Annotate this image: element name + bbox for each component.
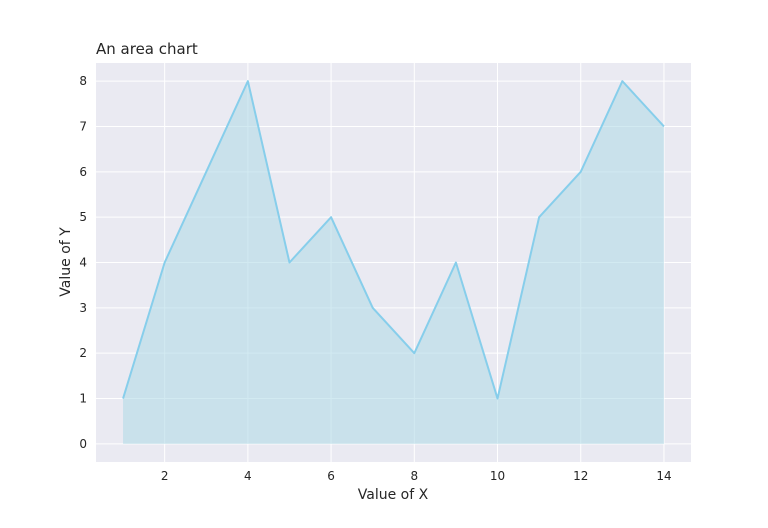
x-axis-label: Value of X — [358, 487, 429, 503]
series-line — [122, 80, 665, 400]
y-tick-label: 3 — [79, 301, 87, 315]
x-tick-label: 8 — [410, 469, 418, 483]
y-axis-label: Value of Y — [58, 227, 74, 297]
y-tick-label: 4 — [79, 256, 87, 270]
x-axis-ticks: 2 4 6 8 10 12 14 — [161, 469, 672, 483]
x-tick-label: 12 — [573, 469, 588, 483]
y-tick-label: 7 — [79, 119, 87, 133]
chart-title: An area chart — [96, 40, 198, 58]
y-tick-label: 2 — [79, 346, 87, 360]
area-fill — [123, 81, 664, 444]
x-tick-label: 4 — [244, 469, 252, 483]
y-axis-ticks: 0 1 2 3 4 5 6 7 8 — [79, 74, 87, 451]
y-tick-label: 8 — [79, 74, 87, 88]
y-tick-label: 6 — [79, 165, 87, 179]
x-tick-label: 10 — [490, 469, 505, 483]
x-tick-label: 6 — [327, 469, 335, 483]
y-tick-label: 1 — [79, 392, 87, 406]
y-tick-label: 5 — [79, 210, 87, 224]
x-tick-label: 14 — [656, 469, 671, 483]
x-tick-label: 2 — [161, 469, 169, 483]
y-tick-label: 0 — [79, 437, 87, 451]
